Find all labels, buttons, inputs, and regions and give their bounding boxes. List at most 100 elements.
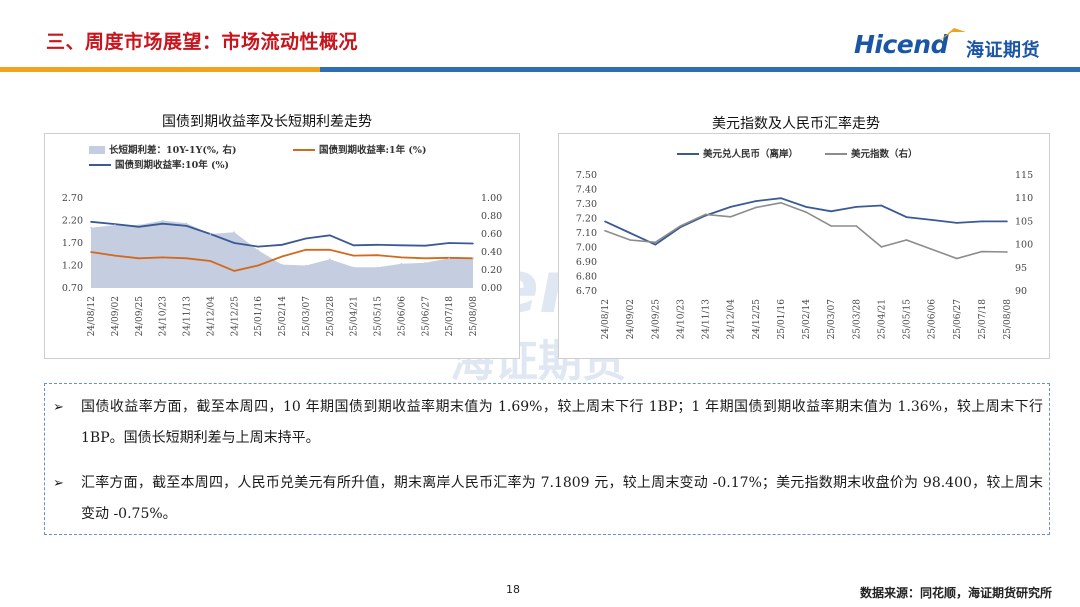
company-logo: Hicend 海证期货: [850, 26, 1055, 66]
data-point: [161, 256, 164, 259]
data-point: [400, 244, 403, 247]
y-right-tick-label: 0.20: [481, 265, 502, 276]
data-point: [352, 266, 355, 269]
data-point: [930, 248, 933, 250]
data-point: [448, 242, 450, 244]
x-tick-label: 24/09/02: [111, 296, 121, 336]
y-left-tick-label: 2.20: [62, 216, 83, 227]
y-left-tick-label: 7.10: [576, 228, 597, 239]
data-point: [209, 260, 212, 262]
data-point: [629, 232, 631, 234]
data-point: [138, 224, 140, 226]
data-point: [830, 210, 832, 213]
logo-wordmark: Hicend: [854, 30, 948, 59]
data-point: [233, 270, 236, 272]
y-left-tick-label: 7.20: [576, 214, 597, 225]
y-left-tick-label: 7.00: [576, 243, 597, 254]
data-point: [185, 225, 188, 227]
data-point: [981, 250, 983, 253]
x-tick-label: 24/10/23: [676, 299, 686, 340]
note-exchange-rate: ➢ 汇率方面，截至本周四，人民币兑美元有所升值，期末离岸人民币汇率为 7.180…: [53, 468, 1043, 530]
x-tick-label: 24/12/04: [206, 296, 216, 337]
data-point: [729, 216, 732, 218]
left-chart-title: 国债到期收益率及长短期利差走势: [162, 114, 372, 130]
header-divider: [0, 67, 1080, 72]
y-right-tick-label: 100: [1015, 240, 1033, 251]
x-tick-label: 25/06/06: [397, 296, 407, 337]
data-point: [185, 222, 188, 224]
data-point: [138, 226, 140, 228]
x-tick-label: 25/06/27: [421, 296, 431, 337]
data-point: [233, 242, 236, 244]
data-point: [376, 266, 379, 269]
y-left-tick-label: 6.80: [576, 272, 597, 283]
legend-swatch: [89, 146, 105, 154]
data-point: [604, 229, 606, 232]
data-point: [281, 244, 283, 246]
y-right-tick-label: 0.00: [481, 283, 502, 294]
x-tick-label: 24/11/13: [183, 296, 193, 337]
y-right-tick-label: 0.40: [481, 247, 502, 258]
data-point: [305, 249, 307, 251]
data-point: [114, 224, 116, 226]
y-left-tick-label: 1.20: [62, 261, 83, 272]
data-point: [257, 264, 259, 267]
data-point: [305, 237, 307, 240]
data-point: [257, 245, 259, 248]
data-point: [755, 200, 757, 202]
x-tick-label: 24/12/04: [727, 299, 737, 340]
data-point: [185, 257, 188, 260]
y-right-tick-label: 105: [1015, 216, 1033, 227]
data-point: [729, 206, 732, 208]
data-point: [352, 254, 355, 257]
note-bond-yield: ➢ 国债收益率方面，截至本周四，10 年期国债到期收益率期末值为 1.69%，较…: [53, 392, 1043, 454]
x-tick-label: 24/10/23: [159, 296, 169, 337]
data-point: [855, 225, 858, 227]
data-point: [780, 197, 782, 199]
bullet-arrow-icon: ➢: [53, 400, 64, 415]
right-chart-title: 美元指数及人民币汇率走势: [712, 116, 880, 132]
bullet-arrow-icon: ➢: [53, 476, 64, 491]
data-point: [448, 257, 450, 260]
y-right-tick-label: 1.00: [481, 193, 502, 204]
data-point: [956, 222, 958, 224]
data-point: [805, 211, 807, 213]
data-point: [257, 249, 259, 251]
logo-chinese: 海证期货: [966, 40, 1040, 61]
data-point: [472, 242, 474, 245]
data-point: [472, 257, 474, 260]
data-point: [90, 226, 92, 229]
y-right-tick-label: 90: [1015, 286, 1027, 297]
data-source: 数据来源：同花顺，海证期货研究所: [859, 586, 1052, 600]
data-point: [114, 254, 116, 257]
legend-label: 美元指数（右）: [850, 148, 918, 160]
x-tick-label: 24/12/25: [230, 296, 240, 337]
x-tick-label: 25/01/16: [777, 299, 787, 340]
data-point: [905, 216, 908, 218]
x-tick-label: 24/09/02: [626, 299, 636, 339]
y-left-tick-label: 0.70: [62, 283, 83, 294]
x-tick-label: 25/03/07: [302, 296, 312, 337]
legend-label: 美元兑人民币（离岸）: [702, 148, 798, 160]
legend-label: 长短期利差：10Y-1Y(%, 右): [109, 144, 237, 156]
y-left-tick-label: 6.70: [576, 286, 597, 297]
y-left-tick-label: 6.90: [576, 257, 597, 268]
series-line: [604, 201, 1008, 260]
legend-label: 国债到期收益率:1年 (%): [319, 144, 426, 156]
data-point: [654, 243, 657, 246]
y-right-tick-label: 0.60: [481, 229, 502, 240]
data-point: [281, 255, 283, 258]
note-text: 国债收益率方面，截至本周四，10 年期国债到期收益率期末值为 1.69%，较上周…: [81, 399, 1043, 446]
left-chart-panel: 长短期利差：10Y-1Y(%, 右) 国债到期收益率:1年 (%) 国债到期收益率:…: [44, 133, 520, 359]
x-tick-label: 25/06/27: [953, 299, 963, 340]
y-right-tick-label: 95: [1015, 263, 1027, 274]
page-number: 18: [506, 583, 520, 596]
x-tick-label: 25/04/21: [350, 296, 360, 336]
data-point: [400, 262, 403, 265]
legend-label: 国债到期收益率:10年 (%): [115, 159, 229, 171]
data-point: [704, 213, 707, 216]
data-point: [376, 244, 379, 246]
x-tick-label: 25/01/16: [254, 296, 264, 337]
y-left-tick-label: 7.40: [576, 185, 597, 196]
x-tick-label: 25/08/08: [1003, 299, 1013, 340]
